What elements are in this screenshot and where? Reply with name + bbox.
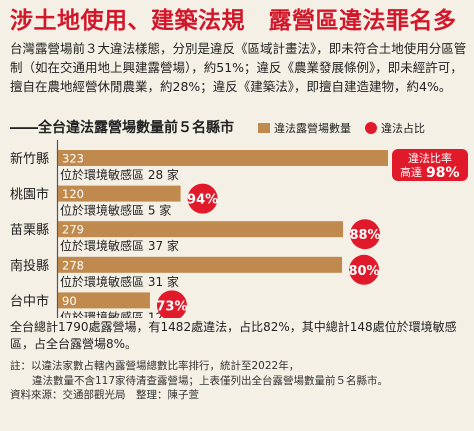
bar xyxy=(58,221,344,238)
chart-title: ――全台違法露營場數量前５名縣市 xyxy=(10,118,234,138)
source-line: 資料來源：交通部觀光局 整理：陳子萱 xyxy=(10,389,199,401)
pct-value-label: 98% xyxy=(426,165,460,181)
legend-bar-swatch xyxy=(258,123,270,133)
bar-value-label: 120 xyxy=(62,187,84,201)
pct-callout xyxy=(392,149,468,181)
chart-footer: 全台總計1790處露營場，有1482處違法，占比82%，其中總計148處位於環境… xyxy=(10,320,457,351)
category-label: 台中市 xyxy=(10,293,49,309)
bar-sublabel: 位於環境敏感區 28 家 xyxy=(60,167,179,182)
bar-value-label: 323 xyxy=(62,152,84,166)
pct-bubble xyxy=(156,290,187,318)
pct-value-label: 80% xyxy=(348,264,379,279)
bar-sublabel: 位於環境敏感區 12 家 xyxy=(60,309,179,318)
chart-title-text: 全台違法露營場數量前５名縣市 xyxy=(38,120,234,136)
category-label: 南投縣 xyxy=(10,258,49,274)
pct-callout-prefix-2: 高達 xyxy=(400,165,422,179)
category-label: 桃園市 xyxy=(10,187,49,203)
notes: 註：以違法家數占轄內露營場總數比率排行，統計至2022年， 違法數量不含117家… xyxy=(10,359,472,403)
pct-value-label: 73% xyxy=(156,299,187,314)
category-label: 新竹縣 xyxy=(10,151,49,167)
pct-bubble xyxy=(350,219,381,250)
bar-sublabel: 位於環境敏感區 31 家 xyxy=(60,274,179,289)
note-line-2: 違法數量不含117家待清查露營場；上表僅列出全台露營場數量前５名縣市。 xyxy=(32,374,389,387)
legend-dot-swatch xyxy=(365,122,377,134)
bar-value-label: 278 xyxy=(62,258,84,272)
pct-callout-prefix: 違法比率 xyxy=(408,151,452,165)
bar xyxy=(58,185,181,202)
bar-sublabel: 位於環境敏感區 37 家 xyxy=(60,238,179,253)
bar-sublabel: 位於環境敏感區 5 家 xyxy=(60,203,171,218)
bar xyxy=(58,292,150,309)
bar-value-label: 90 xyxy=(62,294,77,308)
legend-dot-label: 違法占比 xyxy=(381,122,425,135)
pct-value-label: 94% xyxy=(187,193,218,208)
pct-value-label: 88% xyxy=(349,228,380,243)
chart-title-rule: ―― xyxy=(10,120,38,136)
bar xyxy=(58,256,343,273)
legend-bar-label: 違法露營場數量 xyxy=(274,122,351,135)
bar-value-label: 279 xyxy=(62,223,84,237)
pct-bubble xyxy=(187,183,218,214)
intro-paragraph: 台灣露營場前３大違法樣態，分別是違反《區域計畫法》，即未符合土地使用分區管制（如… xyxy=(10,41,467,94)
pct-bubble xyxy=(349,254,380,285)
headline: 涉土地使用、建築法規 露營區違法罪名多 xyxy=(10,8,457,34)
chart-legend: 違法露營場數量 違法占比 xyxy=(258,120,425,136)
note-line-1: 註：以違法家數占轄內露營場總數比率排行，統計至2022年， xyxy=(10,360,300,372)
bar xyxy=(58,150,388,166)
category-label: 苗栗縣 xyxy=(10,223,49,238)
